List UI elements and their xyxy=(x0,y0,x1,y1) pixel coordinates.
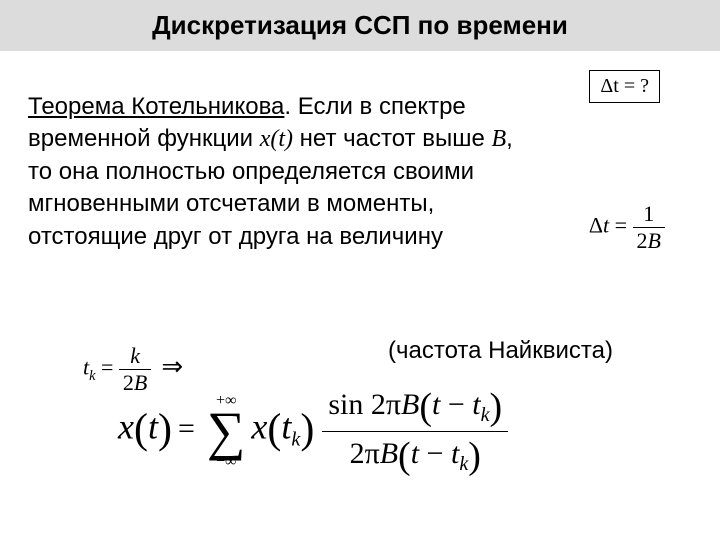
sinc-fraction: sin 2πB(t − tk) 2πB(t − tk) xyxy=(322,383,508,480)
bf-t: t xyxy=(148,406,158,446)
nyquist-lhs: Δt = xyxy=(589,213,633,238)
bf-tk-t: t xyxy=(281,406,291,446)
twopi-num: 2π xyxy=(363,388,401,421)
bf-lparen2: ( xyxy=(267,406,281,452)
theorem-name: Теорема Котельникова xyxy=(28,93,284,120)
den-tk-sub: k xyxy=(459,453,468,475)
sinc-num: sin 2πB(t − tk) xyxy=(322,383,508,432)
den-rparen: ) xyxy=(468,435,481,477)
sigma-symbol: ∑ xyxy=(207,409,246,455)
bf-x2: x xyxy=(251,406,267,446)
den-t: t xyxy=(411,437,419,470)
page-title: Дискретизация ССП по времени xyxy=(0,0,720,51)
sigma-block: +∞ ∑ −∞ xyxy=(207,393,246,471)
para-part2: нет частот выше xyxy=(293,125,491,152)
num-rparen: ) xyxy=(489,386,502,428)
nyquist-num: 1 xyxy=(633,201,665,228)
b-inline: B xyxy=(491,126,506,152)
nyquist-label: (частота Найквиста) xyxy=(388,337,640,365)
content-area: Теорема Котельникова. Если в спектре вре… xyxy=(0,51,720,253)
den-minus: − xyxy=(419,437,451,470)
tk-num: k xyxy=(119,343,151,370)
tk-eq: = xyxy=(95,355,118,380)
sinc-den: 2πB(t − tk) xyxy=(322,432,508,480)
num-minus: − xyxy=(440,388,472,421)
nyquist-formula: Δt = 1 2B xyxy=(589,201,665,254)
nyquist-fraction: 1 2B xyxy=(633,201,665,254)
bf-tk-sub: k xyxy=(291,428,300,450)
num-tk: t xyxy=(472,388,480,421)
den-lparen: ( xyxy=(398,435,411,477)
twopi-den: 2π xyxy=(350,437,380,470)
bf-lparen1: ( xyxy=(134,406,148,452)
bf-rparen2: ) xyxy=(300,406,314,452)
sampling-series-formula: x(t)= +∞ ∑ −∞ x(tk) sin 2πB(t − tk) 2πB(… xyxy=(118,383,508,480)
nyquist-den: 2B xyxy=(633,228,665,254)
bf-rparen1: ) xyxy=(158,406,172,452)
b-num: B xyxy=(401,388,419,421)
bf-eq: = xyxy=(178,412,195,445)
sin-text: sin xyxy=(328,388,363,421)
theorem-paragraph: Теорема Котельникова. Если в спектре вре… xyxy=(28,91,528,253)
b-den: B xyxy=(380,437,398,470)
xt-inline: x(t) xyxy=(260,126,293,152)
num-lparen: ( xyxy=(419,386,432,428)
bf-x: x xyxy=(118,406,134,446)
implies-arrow: ⇒ xyxy=(161,352,183,381)
